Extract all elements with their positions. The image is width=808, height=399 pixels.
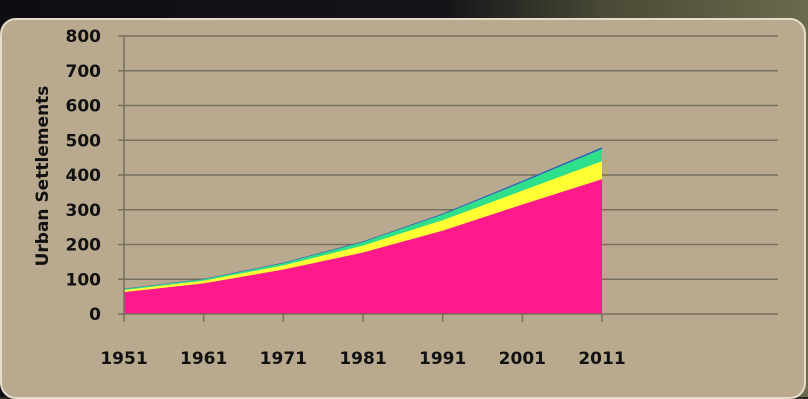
x-tick-label: 1991 [419,349,466,369]
x-tick-label: 2001 [499,349,546,369]
y-tick-label: 0 [89,305,101,325]
y-tick-label: 300 [66,201,102,221]
y-tick-label: 600 [66,97,102,117]
y-tick-label: 500 [66,131,102,151]
y-tick-label: 800 [66,27,102,47]
y-tick-labels: 0 100 200 300 400 500 600 700 800 [66,27,102,325]
x-tick-label: 1981 [339,349,386,369]
axes [123,36,778,315]
x-tick-label: 2011 [578,349,625,369]
y-axis-label: Urban Settlements [33,86,53,267]
x-tick-labels: 1951 1961 1971 1981 1991 2001 2011 [100,314,626,369]
x-tick-label: 1971 [260,349,307,369]
y-tick-label: 700 [66,62,102,82]
x-tick-label: 1951 [100,349,147,369]
area-series [124,147,602,314]
y-tick-label: 200 [66,236,102,256]
chart-panel [0,18,806,399]
x-tick-label: 1961 [180,349,227,369]
y-tick-label: 400 [66,166,102,186]
area-series-1 [124,179,602,314]
y-tick-label: 100 [66,270,102,290]
